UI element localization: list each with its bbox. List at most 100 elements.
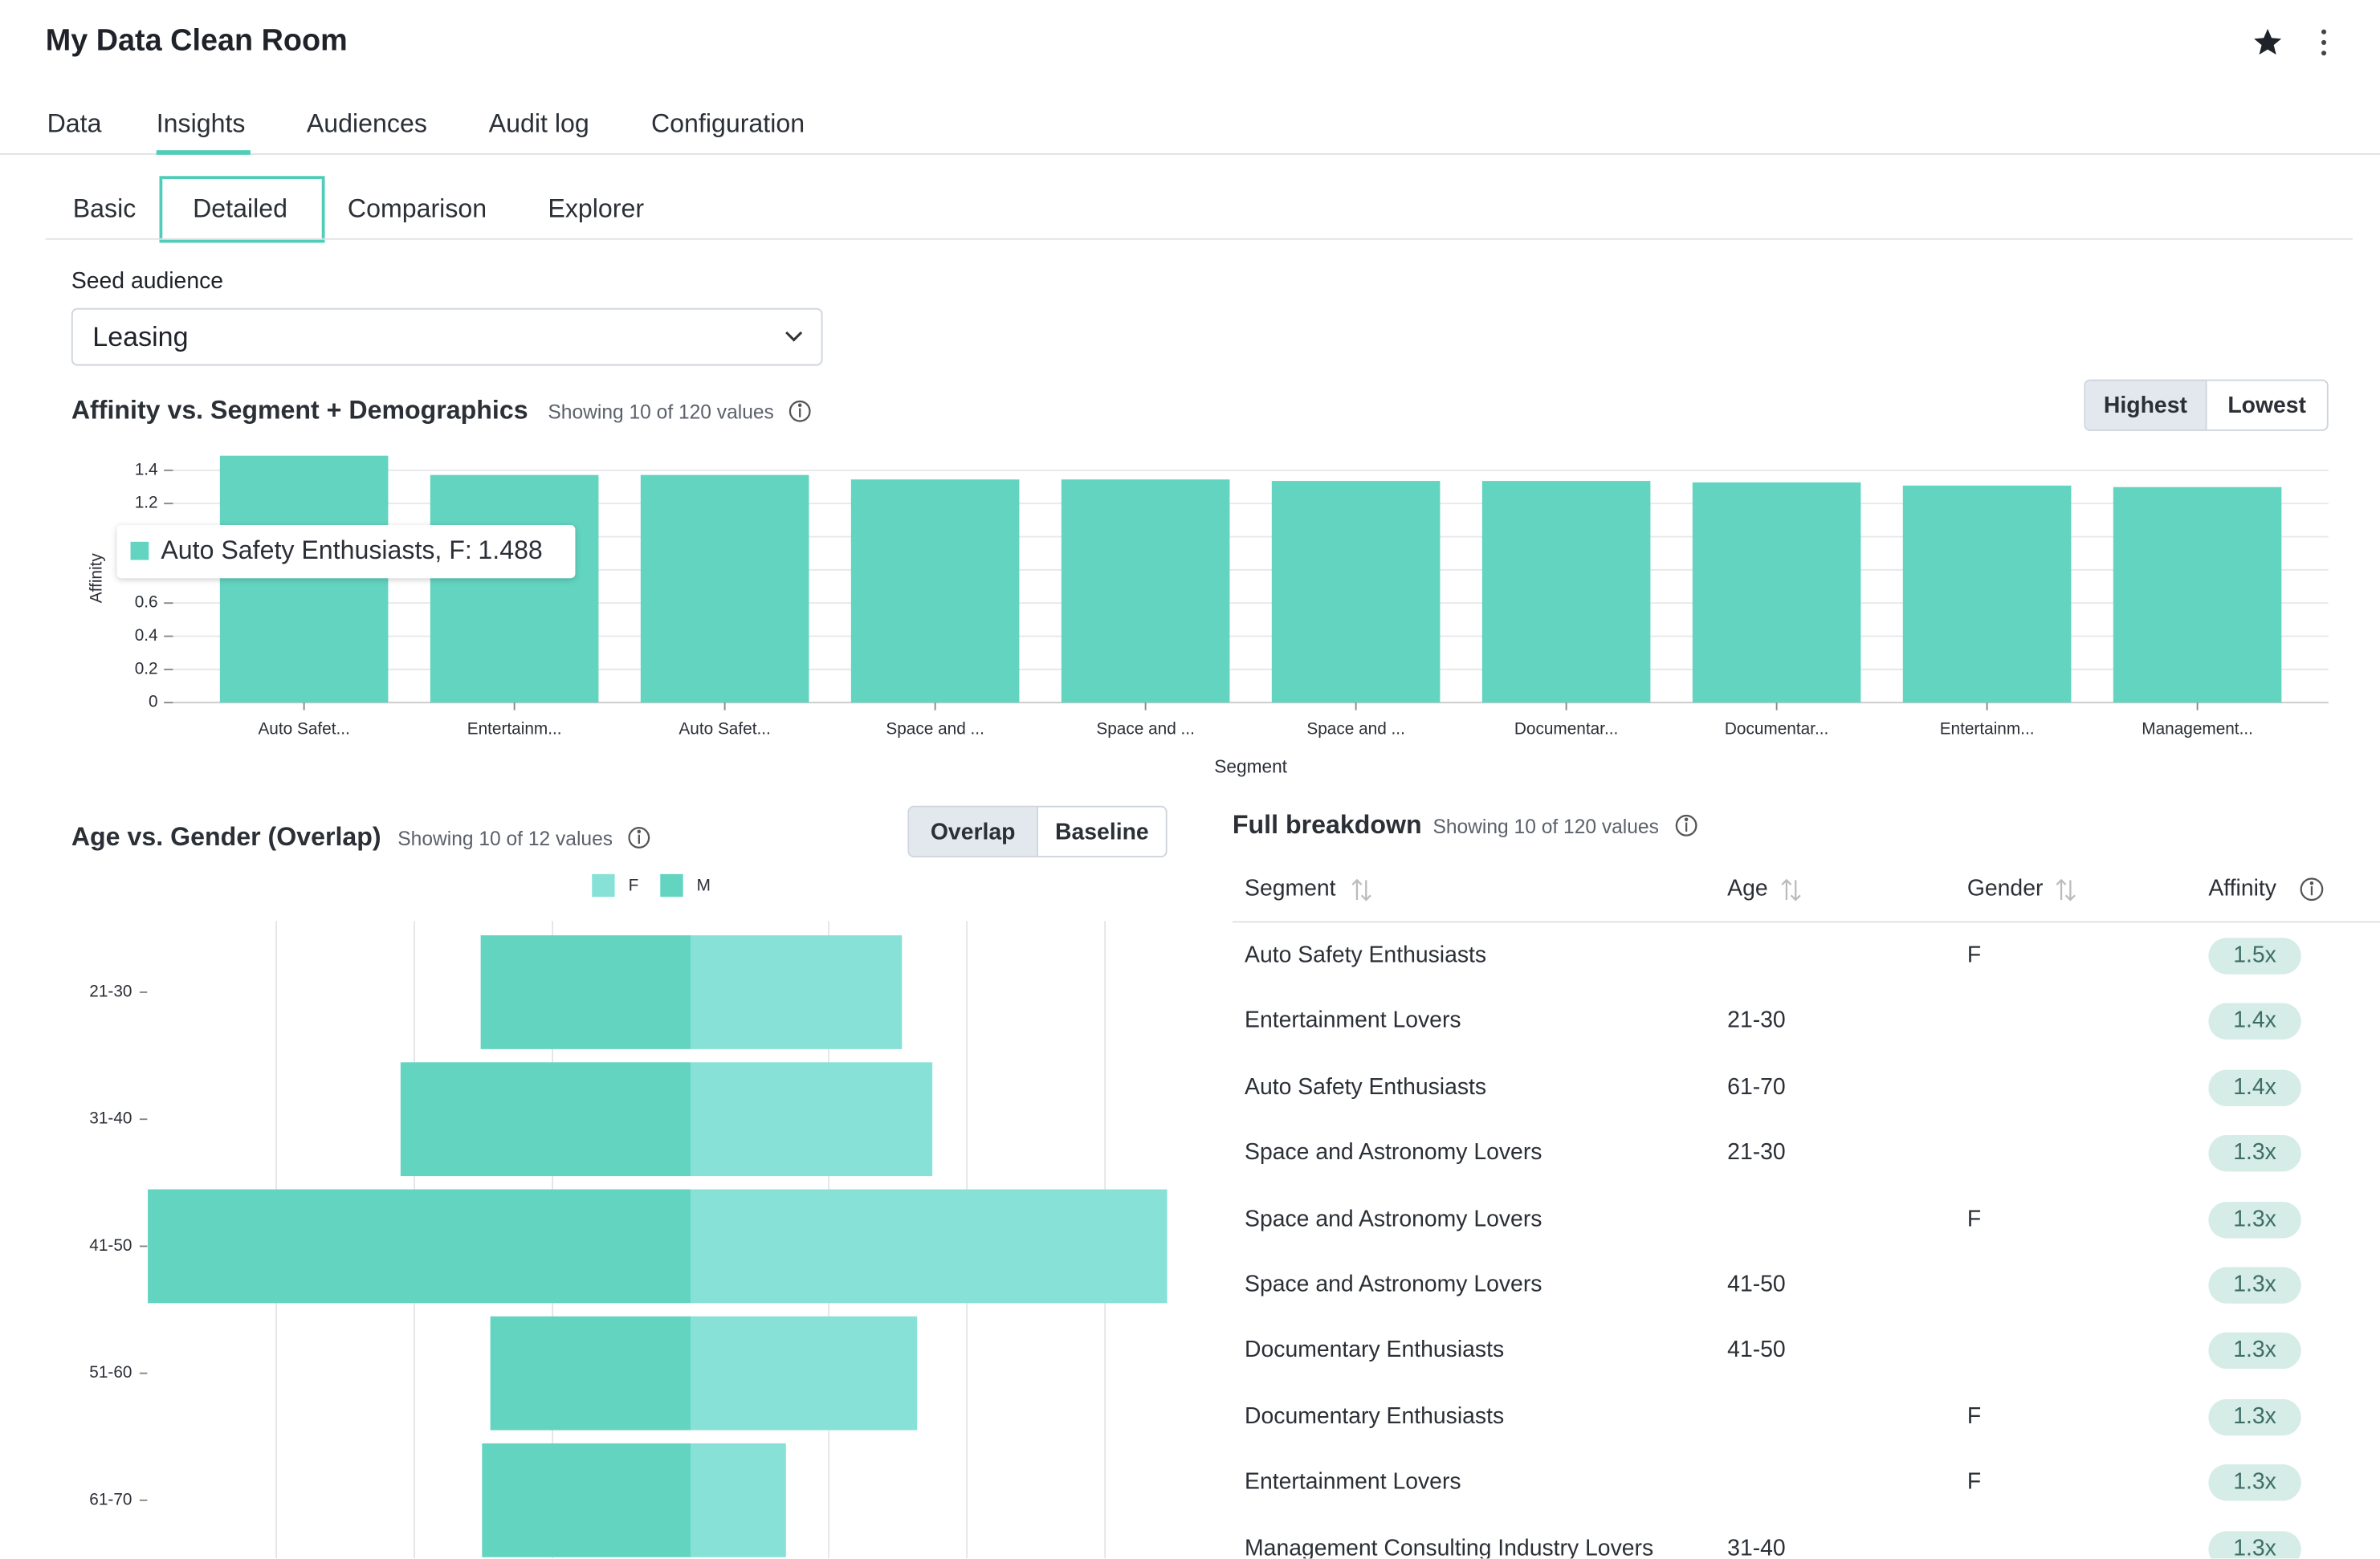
table-cell: 21-30 — [1727, 1007, 1786, 1035]
legend-label: M — [697, 876, 711, 894]
tab[interactable]: Configuration — [650, 109, 805, 139]
y-tick-label: 0.2 — [135, 659, 158, 678]
table-cell: Auto Safety Enthusiasts — [1245, 942, 1487, 969]
subtab[interactable]: Detailed — [193, 193, 287, 223]
bar — [691, 1062, 933, 1177]
y-tick-label: 61-70 — [89, 1490, 132, 1508]
x-tick-label: Space and ... — [886, 720, 984, 739]
y-tick-label: 0.4 — [135, 626, 158, 645]
legend-label: F — [629, 876, 639, 894]
y-axis-title: Affinity — [87, 553, 105, 604]
tab[interactable]: Audit log — [488, 109, 589, 139]
table-cell: Space and Astronomy Lovers — [1245, 1272, 1543, 1298]
affinity-toggle: Highest Lowest — [2084, 379, 2329, 431]
plot-area — [148, 921, 1168, 1559]
legend-swatch — [660, 873, 683, 898]
bar — [1481, 481, 1651, 703]
toggle-lowest[interactable]: Lowest — [2205, 381, 2327, 429]
bar — [691, 1316, 918, 1431]
affinity-pill: 1.3x — [2208, 1333, 2301, 1370]
bar — [2113, 486, 2282, 703]
seed-label: Seed audience — [71, 268, 224, 295]
affinity-pill: 1.5x — [2208, 938, 2301, 975]
age-gender-subtitle: Showing 10 of 12 values — [397, 827, 613, 850]
bar — [1271, 481, 1441, 703]
age-gender-title: Age vs. Gender (Overlap) — [71, 822, 381, 852]
active-tab-indicator — [156, 150, 251, 155]
bar — [482, 1443, 691, 1557]
table-cell: 41-50 — [1727, 1272, 1786, 1298]
toggle-baseline[interactable]: Baseline — [1037, 807, 1166, 857]
x-tick-label: Documentar... — [1514, 720, 1618, 739]
affinity-title: Affinity vs. Segment + Demographics — [71, 396, 528, 425]
x-tick-label: Entertainm... — [467, 720, 562, 739]
star-icon[interactable] — [2252, 27, 2283, 58]
info-icon[interactable] — [2300, 877, 2324, 902]
table-cell: 61-70 — [1727, 1073, 1786, 1101]
sort-icon — [2056, 878, 2076, 902]
bar — [400, 1062, 691, 1177]
bar — [1061, 479, 1230, 703]
table-title: Full breakdown — [1232, 810, 1422, 840]
x-axis-title: Segment — [1214, 755, 1287, 776]
column-header: Age — [1727, 875, 1768, 902]
table-cell: Management Consulting Industry Lovers — [1245, 1535, 1654, 1559]
y-tick-label: 0 — [149, 693, 158, 711]
x-tick-label: Space and ... — [1096, 720, 1194, 739]
affinity-pill: 1.3x — [2208, 1464, 2301, 1501]
sort-icons — [1351, 878, 2076, 902]
bar — [148, 1189, 691, 1304]
subtab[interactable]: Comparison — [347, 193, 487, 223]
bar — [219, 455, 389, 703]
tooltip-label: Auto Safety Enthusiasts, F: — [161, 536, 471, 565]
toggle-overlap[interactable]: Overlap — [909, 807, 1037, 857]
x-tick-label: Auto Safet... — [258, 720, 349, 739]
more-icon[interactable] — [2317, 27, 2332, 58]
tooltip: Auto Safety Enthusiasts, F: 1.488 — [116, 525, 576, 579]
tooltip-value: 1.488 — [478, 536, 542, 565]
x-tick-label: Space and ... — [1306, 720, 1404, 739]
info-icon[interactable] — [1675, 814, 1697, 836]
table-cell: Auto Safety Enthusiasts — [1245, 1073, 1487, 1101]
page-title: My Data Clean Room — [45, 24, 348, 58]
bar — [640, 474, 809, 703]
info-icon[interactable] — [628, 827, 650, 849]
bar — [850, 479, 1020, 703]
table-cell: F — [1966, 1403, 1982, 1430]
toggle-highest[interactable]: Highest — [2085, 381, 2206, 429]
tab[interactable]: Audiences — [306, 109, 427, 139]
subtab-divider — [45, 238, 2353, 240]
bar — [430, 474, 599, 703]
tooltip-swatch — [130, 541, 149, 560]
x-tick-label: Management... — [2142, 720, 2253, 739]
subtab[interactable]: Basic — [72, 193, 137, 223]
tooltip-box — [116, 525, 576, 579]
affinity-pill: 1.3x — [2208, 1530, 2301, 1559]
table-cell: F — [1966, 942, 1982, 969]
tab[interactable]: Data — [47, 109, 102, 139]
seed-select[interactable]: Leasing — [71, 307, 823, 366]
affinity-pill: 1.3x — [2208, 1398, 2301, 1435]
bar — [691, 1443, 786, 1557]
tab[interactable]: Insights — [156, 109, 246, 139]
affinity-pill: 1.4x — [2208, 1069, 2301, 1106]
y-tick-label: 41-50 — [89, 1236, 132, 1255]
table-cell: 21-30 — [1727, 1139, 1786, 1166]
column-header: Gender — [1966, 875, 2044, 902]
x-tick-label: Documentar... — [1725, 720, 1828, 739]
x-tick-label: Auto Safet... — [679, 720, 770, 739]
affinity-pill: 1.4x — [2208, 1003, 2301, 1040]
table-subtitle: Showing 10 of 120 values — [1432, 815, 1659, 838]
affinity-pill: 1.3x — [2208, 1267, 2301, 1304]
column-header: Segment — [1245, 875, 1336, 902]
bar — [691, 935, 903, 1049]
y-tick-label: 21-30 — [89, 982, 132, 1000]
column-header: Affinity — [2208, 875, 2276, 902]
subtab[interactable]: Explorer — [548, 193, 645, 223]
seed-value: Leasing — [92, 321, 189, 352]
y-tick-label: 1.2 — [135, 494, 158, 512]
info-icon[interactable] — [789, 400, 811, 422]
table-cell: Space and Astronomy Lovers — [1245, 1139, 1543, 1166]
